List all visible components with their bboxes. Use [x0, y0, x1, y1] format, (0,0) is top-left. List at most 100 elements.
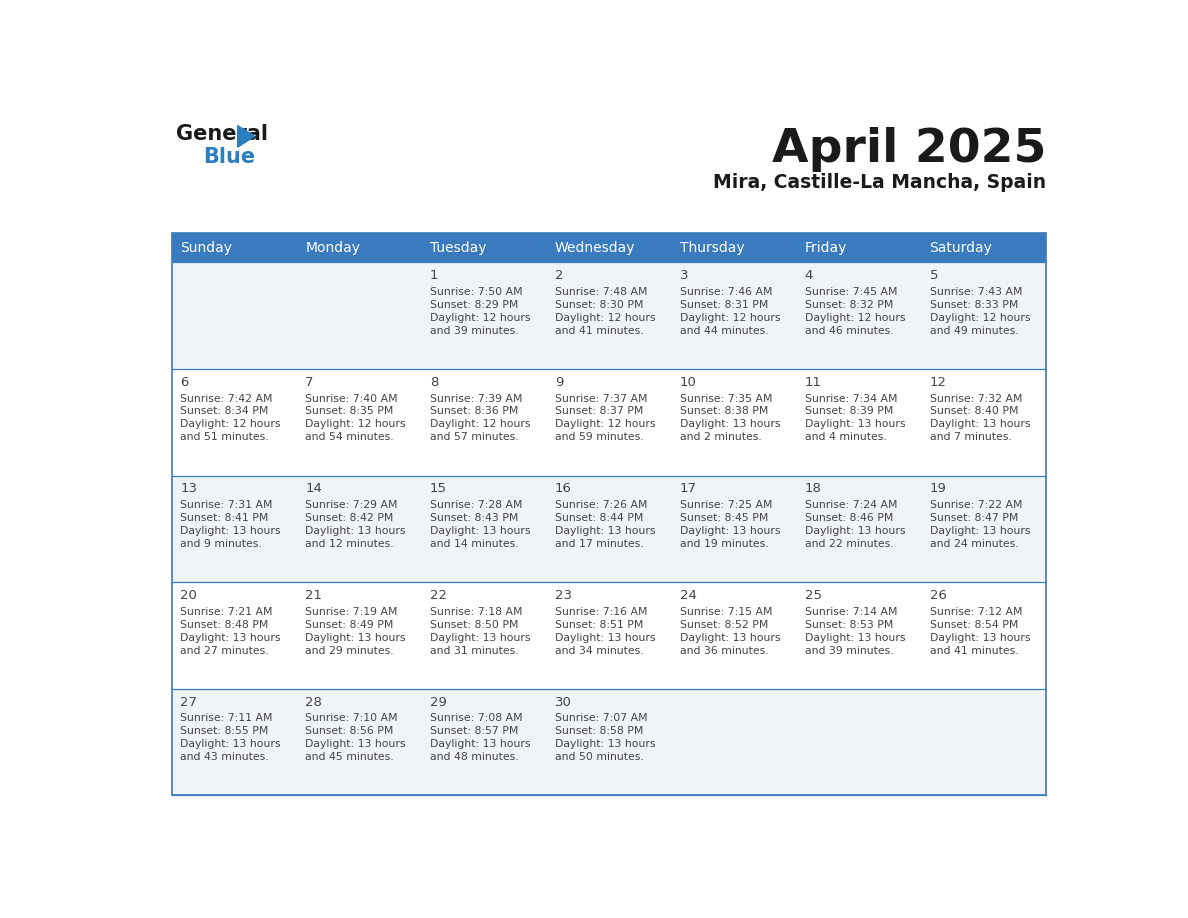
- Bar: [297, 688, 422, 796]
- Text: Sunset: 8:38 PM: Sunset: 8:38 PM: [680, 407, 769, 417]
- Text: Sunset: 8:57 PM: Sunset: 8:57 PM: [430, 726, 518, 736]
- Text: Daylight: 12 hours: Daylight: 12 hours: [555, 313, 656, 323]
- Text: 16: 16: [555, 483, 571, 496]
- Text: Daylight: 13 hours: Daylight: 13 hours: [430, 739, 531, 749]
- Text: Sunday: Sunday: [181, 241, 233, 254]
- Text: Sunrise: 7:48 AM: Sunrise: 7:48 AM: [555, 286, 647, 297]
- Bar: [546, 233, 671, 263]
- Text: Sunset: 8:32 PM: Sunset: 8:32 PM: [804, 300, 893, 309]
- Text: 19: 19: [929, 483, 947, 496]
- Bar: [921, 233, 1045, 263]
- Text: Tuesday: Tuesday: [430, 241, 487, 254]
- Text: and 41 minutes.: and 41 minutes.: [555, 326, 644, 336]
- Text: 5: 5: [929, 269, 939, 282]
- Text: Sunset: 8:29 PM: Sunset: 8:29 PM: [430, 300, 518, 309]
- Text: 11: 11: [804, 375, 822, 389]
- Text: Daylight: 13 hours: Daylight: 13 hours: [430, 633, 531, 643]
- Text: Sunrise: 7:22 AM: Sunrise: 7:22 AM: [929, 500, 1022, 510]
- Text: Sunrise: 7:18 AM: Sunrise: 7:18 AM: [430, 607, 523, 617]
- Bar: [921, 369, 1045, 476]
- Text: Wednesday: Wednesday: [555, 241, 636, 254]
- Text: Sunrise: 7:16 AM: Sunrise: 7:16 AM: [555, 607, 647, 617]
- Text: Sunrise: 7:12 AM: Sunrise: 7:12 AM: [929, 607, 1022, 617]
- Bar: [546, 263, 671, 369]
- Text: Daylight: 13 hours: Daylight: 13 hours: [305, 633, 405, 643]
- Text: Sunrise: 7:39 AM: Sunrise: 7:39 AM: [430, 394, 523, 404]
- Text: 30: 30: [555, 696, 571, 709]
- Text: Blue: Blue: [203, 147, 255, 167]
- Text: Sunset: 8:31 PM: Sunset: 8:31 PM: [680, 300, 769, 309]
- Text: Sunrise: 7:21 AM: Sunrise: 7:21 AM: [181, 607, 273, 617]
- Text: Sunrise: 7:34 AM: Sunrise: 7:34 AM: [804, 394, 897, 404]
- Bar: [546, 688, 671, 796]
- Text: and 59 minutes.: and 59 minutes.: [555, 432, 644, 442]
- Text: Sunset: 8:51 PM: Sunset: 8:51 PM: [555, 620, 644, 630]
- Text: Daylight: 13 hours: Daylight: 13 hours: [305, 526, 405, 536]
- Bar: [422, 263, 546, 369]
- Text: Daylight: 13 hours: Daylight: 13 hours: [181, 633, 280, 643]
- Text: April 2025: April 2025: [771, 127, 1045, 172]
- Text: Saturday: Saturday: [929, 241, 992, 254]
- Text: Daylight: 12 hours: Daylight: 12 hours: [181, 420, 280, 430]
- Text: General: General: [176, 124, 267, 144]
- Text: Sunset: 8:58 PM: Sunset: 8:58 PM: [555, 726, 644, 736]
- Bar: [422, 688, 546, 796]
- Text: Sunrise: 7:29 AM: Sunrise: 7:29 AM: [305, 500, 398, 510]
- Text: Sunrise: 7:50 AM: Sunrise: 7:50 AM: [430, 286, 523, 297]
- Text: Daylight: 13 hours: Daylight: 13 hours: [680, 526, 781, 536]
- Text: Daylight: 13 hours: Daylight: 13 hours: [929, 420, 1030, 430]
- Bar: [172, 233, 1045, 796]
- Text: Sunrise: 7:07 AM: Sunrise: 7:07 AM: [555, 713, 647, 723]
- Text: and 17 minutes.: and 17 minutes.: [555, 539, 644, 549]
- Text: 9: 9: [555, 375, 563, 389]
- Text: Sunset: 8:36 PM: Sunset: 8:36 PM: [430, 407, 518, 417]
- Text: Sunset: 8:45 PM: Sunset: 8:45 PM: [680, 513, 769, 523]
- Text: Sunset: 8:54 PM: Sunset: 8:54 PM: [929, 620, 1018, 630]
- Text: Sunrise: 7:32 AM: Sunrise: 7:32 AM: [929, 394, 1022, 404]
- Bar: [796, 582, 921, 688]
- Text: 17: 17: [680, 483, 697, 496]
- Text: Sunrise: 7:19 AM: Sunrise: 7:19 AM: [305, 607, 398, 617]
- Text: Daylight: 13 hours: Daylight: 13 hours: [555, 739, 656, 749]
- Text: and 7 minutes.: and 7 minutes.: [929, 432, 1011, 442]
- Bar: [921, 582, 1045, 688]
- Polygon shape: [238, 126, 254, 147]
- Text: Daylight: 12 hours: Daylight: 12 hours: [430, 420, 531, 430]
- Text: Daylight: 13 hours: Daylight: 13 hours: [555, 633, 656, 643]
- Text: Sunrise: 7:08 AM: Sunrise: 7:08 AM: [430, 713, 523, 723]
- Text: Friday: Friday: [804, 241, 847, 254]
- Bar: [297, 233, 422, 263]
- Text: Sunrise: 7:37 AM: Sunrise: 7:37 AM: [555, 394, 647, 404]
- Text: and 49 minutes.: and 49 minutes.: [929, 326, 1018, 336]
- Text: Sunrise: 7:35 AM: Sunrise: 7:35 AM: [680, 394, 772, 404]
- Text: Daylight: 13 hours: Daylight: 13 hours: [680, 633, 781, 643]
- Text: Sunrise: 7:31 AM: Sunrise: 7:31 AM: [181, 500, 273, 510]
- Text: Thursday: Thursday: [680, 241, 745, 254]
- Text: and 14 minutes.: and 14 minutes.: [430, 539, 519, 549]
- Text: Sunset: 8:37 PM: Sunset: 8:37 PM: [555, 407, 644, 417]
- Text: and 34 minutes.: and 34 minutes.: [555, 645, 644, 655]
- Bar: [671, 233, 796, 263]
- Text: Sunrise: 7:43 AM: Sunrise: 7:43 AM: [929, 286, 1022, 297]
- Text: Daylight: 12 hours: Daylight: 12 hours: [804, 313, 905, 323]
- Text: Sunset: 8:50 PM: Sunset: 8:50 PM: [430, 620, 518, 630]
- Text: and 19 minutes.: and 19 minutes.: [680, 539, 769, 549]
- Text: and 31 minutes.: and 31 minutes.: [430, 645, 519, 655]
- Text: Daylight: 12 hours: Daylight: 12 hours: [430, 313, 531, 323]
- Bar: [546, 369, 671, 476]
- Text: 29: 29: [430, 696, 447, 709]
- Text: and 43 minutes.: and 43 minutes.: [181, 752, 268, 762]
- Text: Sunset: 8:43 PM: Sunset: 8:43 PM: [430, 513, 518, 523]
- Text: Sunset: 8:49 PM: Sunset: 8:49 PM: [305, 620, 393, 630]
- Bar: [422, 233, 546, 263]
- Text: Sunset: 8:40 PM: Sunset: 8:40 PM: [929, 407, 1018, 417]
- Bar: [172, 263, 297, 369]
- Text: Sunset: 8:42 PM: Sunset: 8:42 PM: [305, 513, 393, 523]
- Text: and 54 minutes.: and 54 minutes.: [305, 432, 393, 442]
- Bar: [921, 263, 1045, 369]
- Bar: [297, 369, 422, 476]
- Bar: [546, 476, 671, 582]
- Text: 13: 13: [181, 483, 197, 496]
- Text: Daylight: 13 hours: Daylight: 13 hours: [555, 526, 656, 536]
- Bar: [921, 688, 1045, 796]
